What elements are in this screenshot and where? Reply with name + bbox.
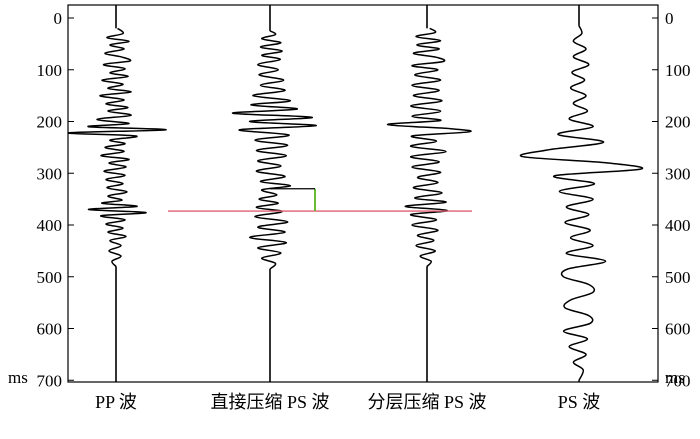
trace-label-layered-ps: 分层压缩 PS 波 [367,392,486,412]
left-axis: 0 100 200 300 400 500 600 700 [37,9,74,390]
right-tick-label-600: 600 [665,320,691,339]
right-tick-label-200: 200 [665,113,691,132]
right-unit-label: ms [665,368,685,387]
right-axis: 0 100 200 300 400 500 600 700 [652,9,691,390]
right-tick-label-300: 300 [665,164,691,183]
plot-frame [67,4,659,383]
right-tick-label-700: 700 [665,371,691,390]
left-tick-label-100: 100 [37,61,63,80]
left-tick-label-400: 400 [37,216,63,235]
left-tick-label-0: 0 [54,9,63,28]
trace-1-waveform [67,27,167,267]
trace-label-direct-ps: 直接压缩 PS 波 [210,392,329,412]
right-tick-label-400: 400 [665,216,691,235]
trace-3-waveform [386,27,472,267]
left-tick-label-200: 200 [37,113,63,132]
left-unit-label: ms [8,368,28,387]
right-tick-label-500: 500 [665,268,691,287]
annotations [168,188,472,212]
right-tick-label-100: 100 [665,61,691,80]
left-tick-label-500: 500 [37,268,63,287]
trace-4-waveform [519,25,644,381]
trace-label-ps: PS 波 [558,392,601,412]
left-tick-label-700: 700 [37,371,63,390]
right-tick-label-0: 0 [665,9,674,28]
left-tick-label-300: 300 [37,164,63,183]
traces [67,5,644,382]
trace-label-pp: PP 波 [95,392,137,412]
trace-2-waveform [231,30,317,270]
left-tick-label-600: 600 [37,320,63,339]
